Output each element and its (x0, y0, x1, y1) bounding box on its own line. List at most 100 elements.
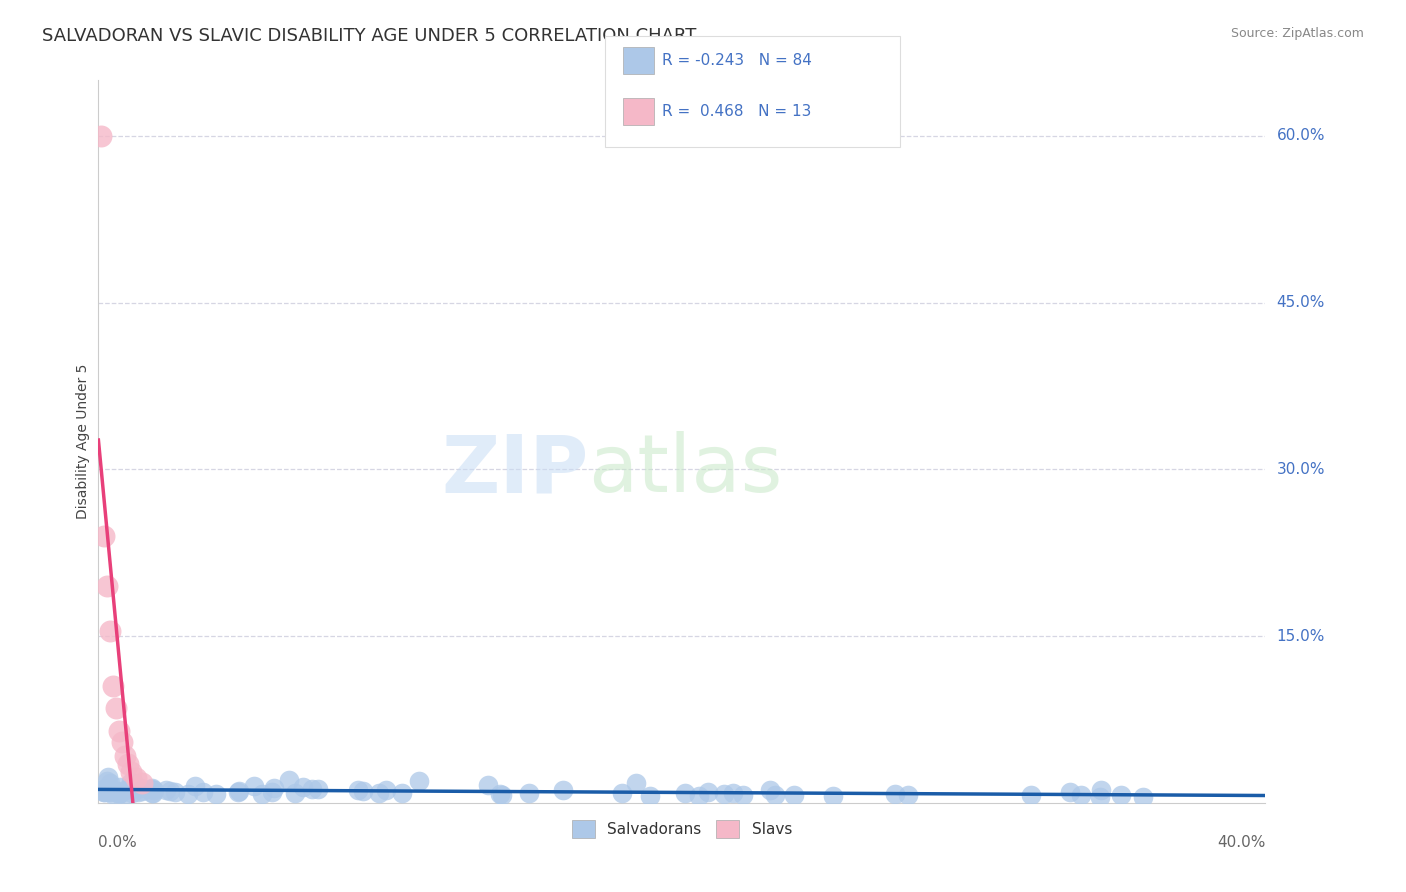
Point (101, 679, 124, 693)
Text: 0.0%: 0.0% (98, 835, 138, 850)
Point (1070, 788, 1092, 802)
Point (1109, 788, 1132, 802)
Point (98, 776, 121, 790)
Point (243, 779, 266, 793)
Point (1132, 790, 1154, 805)
Point (731, 788, 754, 802)
Point (90, 128, 112, 143)
Text: Source: ZipAtlas.com: Source: ZipAtlas.com (1230, 27, 1364, 40)
Point (897, 789, 920, 803)
Point (121, 786, 143, 800)
Point (640, 789, 662, 803)
Point (120, 764, 142, 779)
Text: atlas: atlas (589, 432, 783, 509)
Point (191, 785, 214, 799)
Point (883, 787, 905, 801)
Point (131, 784, 153, 798)
Point (626, 776, 648, 790)
Point (177, 787, 200, 801)
Point (107, 787, 129, 801)
Point (93, 784, 115, 798)
Point (129, 780, 152, 795)
Text: SALVADORAN VS SLAVIC DISABILITY AGE UNDER 5 CORRELATION CHART: SALVADORAN VS SLAVIC DISABILITY AGE UNDE… (42, 27, 696, 45)
Point (100, 783, 122, 797)
Point (408, 774, 430, 789)
Point (697, 785, 720, 799)
Point (1090, 782, 1112, 797)
Point (301, 781, 323, 796)
Point (307, 782, 329, 797)
Point (821, 789, 844, 803)
Point (1090, 790, 1112, 805)
Point (517, 786, 540, 800)
Point (228, 784, 250, 798)
Point (673, 786, 696, 800)
Point (477, 778, 499, 792)
Point (127, 785, 149, 799)
Point (1059, 784, 1081, 798)
Point (108, 780, 131, 795)
Point (142, 786, 165, 800)
Text: 15.0%: 15.0% (1277, 629, 1324, 643)
Point (723, 787, 745, 801)
Point (104, 784, 127, 798)
Point (763, 788, 786, 802)
Point (713, 787, 735, 801)
Point (291, 780, 314, 795)
Point (263, 780, 285, 795)
Point (759, 782, 782, 797)
Point (489, 787, 512, 801)
Point (93, 781, 115, 796)
Point (108, 786, 131, 800)
Point (551, 783, 574, 797)
Text: R = -0.243   N = 84: R = -0.243 N = 84 (662, 54, 813, 68)
Text: 60.0%: 60.0% (1277, 128, 1324, 144)
Text: 30.0%: 30.0% (1277, 462, 1324, 477)
Point (204, 787, 226, 801)
Point (391, 786, 413, 800)
Point (165, 784, 187, 798)
Point (98, 785, 121, 799)
Point (117, 756, 139, 771)
Point (93, 782, 115, 797)
Point (260, 785, 283, 799)
Point (250, 787, 273, 801)
Point (94, 784, 117, 798)
Point (346, 782, 368, 797)
Point (96, 579, 118, 593)
Point (141, 786, 163, 800)
Y-axis label: Disability Age Under 5: Disability Age Under 5 (76, 364, 90, 519)
Point (141, 781, 163, 796)
Point (1019, 788, 1042, 802)
Point (783, 788, 806, 802)
Point (98, 784, 121, 798)
Text: 45.0%: 45.0% (1277, 295, 1324, 310)
Point (114, 749, 136, 764)
Point (688, 789, 710, 804)
Text: 40.0%: 40.0% (1218, 835, 1265, 850)
Point (155, 783, 177, 797)
Point (96, 773, 118, 788)
Point (98, 624, 121, 638)
Point (101, 787, 124, 801)
Point (111, 734, 134, 748)
Text: R =  0.468   N = 13: R = 0.468 N = 13 (662, 104, 811, 119)
Point (97, 783, 120, 797)
Point (114, 783, 136, 797)
Point (120, 775, 142, 789)
Point (612, 786, 634, 800)
Point (159, 784, 181, 798)
Point (278, 772, 301, 787)
Point (104, 701, 127, 715)
Point (284, 786, 307, 800)
Point (93, 785, 115, 799)
Point (93, 784, 115, 798)
Text: ZIP: ZIP (441, 432, 589, 509)
Point (122, 776, 145, 790)
Point (228, 785, 250, 799)
Point (97, 770, 120, 784)
Point (139, 782, 162, 797)
Point (107, 786, 129, 800)
Point (93, 785, 115, 799)
Point (352, 784, 374, 798)
